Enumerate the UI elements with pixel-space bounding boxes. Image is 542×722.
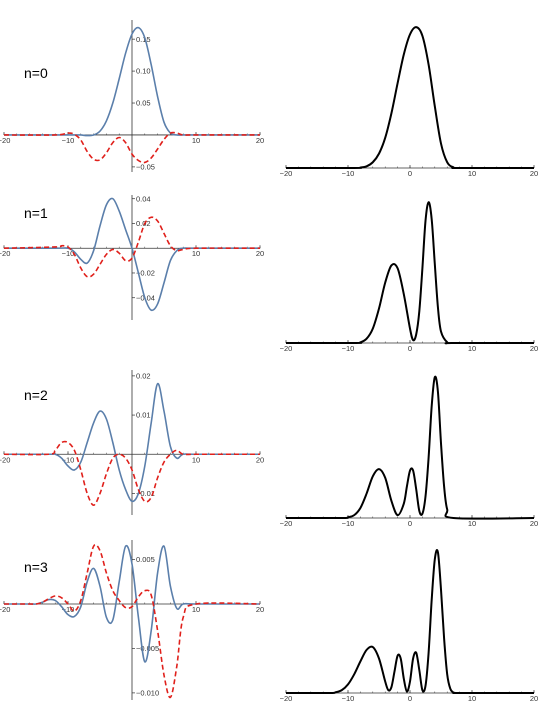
x-tick-label: 0 [408,344,412,353]
panel-label-n1: n=1 [24,205,48,221]
y-tick-label: −0.005 [136,644,159,653]
x-tick-label: −10 [62,136,75,145]
x-tick-label: 20 [256,455,264,464]
y-tick-label: 0.02 [136,371,151,380]
plot-layer: −20 −10 10 20 −0.05 0.05 0.10 0.15 −20 −10 10 20 −0.… [0,20,538,703]
x-tick-label: 10 [468,169,476,178]
y-tick-label: −0.01 [136,489,155,498]
x-tick-label: 10 [192,455,200,464]
panel-label-n3: n=3 [24,559,48,575]
series-line-imag [3,216,261,278]
y-tick-label: 0.10 [136,67,151,76]
y-tick-label: −0.010 [136,688,159,697]
x-tick-label: 20 [530,519,538,528]
y-tick-label: 0.15 [136,35,151,44]
x-tick-label: −20 [280,519,293,528]
y-tick-label: −0.05 [136,162,155,171]
panel-label-n2: n=2 [24,387,48,403]
x-tick-label: −20 [0,455,10,464]
series-line-imag [4,543,261,699]
x-tick-label: 10 [468,694,476,703]
panel-5: −20 −10 0 10 20 [280,201,538,353]
x-tick-label: 0 [408,519,412,528]
x-tick-label: −20 [280,694,293,703]
x-tick-label: 10 [468,519,476,528]
y-tick-label: 0.02 [136,219,151,228]
x-tick-label: 10 [468,344,476,353]
series-line-density [285,201,535,345]
x-tick-label: 20 [256,249,264,258]
y-tick-label: 0.04 [136,194,151,203]
x-tick-label: −20 [0,136,10,145]
series-line-real [4,197,260,312]
panel-label-n0: n=0 [24,65,48,81]
panel-2: −20 −10 10 20 −0.01 0.01 0.02 [0,370,264,515]
y-tick-label: 0.05 [136,99,151,108]
panel-6: −20 −10 0 10 20 [280,375,538,528]
series-line-density [285,375,535,520]
series-line-real [4,544,260,663]
x-tick-label: −10 [342,169,355,178]
x-tick-label: −10 [342,344,355,353]
x-tick-label: 20 [530,694,538,703]
x-tick-label: −20 [0,605,10,614]
x-tick-label: 20 [256,136,264,145]
x-tick-label: −10 [342,694,355,703]
x-tick-label: 10 [192,605,200,614]
y-tick-label: 0.01 [136,411,151,420]
x-tick-label: −10 [342,519,355,528]
y-tick-label: 0.005 [136,555,155,564]
x-tick-label: 20 [530,169,538,178]
series-line-density [285,549,534,695]
series-line-real [4,26,260,137]
x-tick-label: −10 [62,605,75,614]
series-line-imag [3,131,260,164]
x-tick-label: −10 [62,249,75,258]
panel-3: −20 −10 10 20 −0.010 −0.005 0.005 [0,540,264,700]
x-tick-label: 0 [408,694,412,703]
y-tick-label: −0.02 [136,269,155,278]
x-tick-label: −20 [280,344,293,353]
x-tick-label: 20 [530,344,538,353]
x-tick-label: 20 [256,605,264,614]
x-tick-label: 0 [408,169,412,178]
panel-0: −20 −10 10 20 −0.05 0.05 0.10 0.15 [0,20,264,172]
panel-7: −20 −10 0 10 20 [280,549,538,703]
panel-4: −20 −10 0 10 20 [280,26,538,178]
series-line-real [3,382,260,503]
x-tick-label: −20 [0,249,10,258]
x-tick-label: 10 [192,249,200,258]
series-line-density [285,26,535,170]
x-tick-label: −10 [62,455,75,464]
x-tick-label: −20 [280,169,293,178]
x-tick-label: 10 [192,136,200,145]
